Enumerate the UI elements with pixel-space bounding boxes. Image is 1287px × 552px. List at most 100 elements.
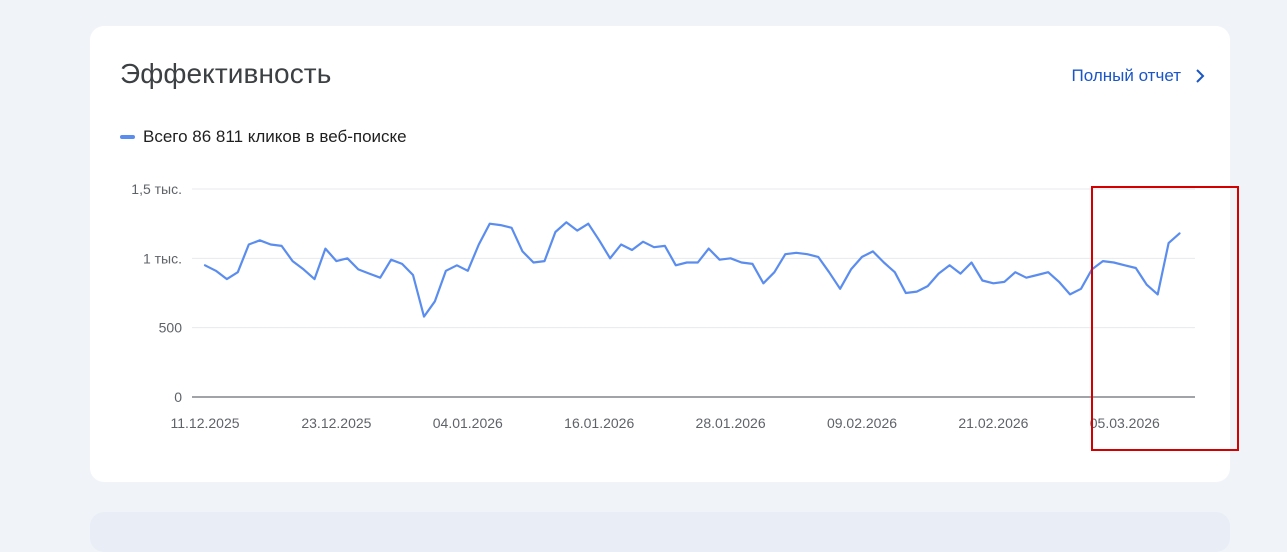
data-point: [377, 275, 383, 281]
data-point: [925, 283, 931, 289]
data-point: [706, 246, 712, 252]
data-point: [914, 289, 920, 295]
data-point: [760, 280, 766, 286]
data-point: [684, 259, 690, 265]
data-point: [585, 221, 591, 227]
y-tick-label: 500: [159, 320, 183, 336]
x-tick-label: 11.12.2025: [170, 415, 239, 431]
x-tick-label: 04.01.2026: [433, 415, 503, 431]
data-point: [344, 255, 350, 261]
data-point: [695, 259, 701, 265]
data-point: [531, 259, 537, 265]
data-point: [465, 268, 471, 274]
data-point: [771, 269, 777, 275]
data-point: [366, 271, 372, 277]
full-report-link[interactable]: Полный отчет: [1072, 66, 1205, 86]
data-point: [246, 241, 252, 247]
x-tick-label: 21.02.2026: [958, 415, 1028, 431]
data-point: [979, 278, 985, 284]
data-point: [487, 221, 493, 227]
legend-swatch: [120, 135, 135, 139]
data-point: [454, 262, 460, 268]
data-point: [990, 280, 996, 286]
data-point: [322, 246, 328, 252]
data-point: [892, 269, 898, 275]
data-point: [662, 243, 668, 249]
data-point: [213, 268, 219, 274]
data-point: [1056, 279, 1062, 285]
data-point: [739, 259, 745, 265]
clicks-chart: 0 500 1 тыс. 1,5 тыс. 11.12.2025 23.12.2025 04…: [131, 181, 1195, 431]
performance-card: [90, 26, 1230, 482]
data-point: [958, 271, 964, 277]
data-point: [947, 262, 953, 268]
data-point: [498, 222, 504, 228]
data-point: [224, 276, 230, 282]
y-tick-label: 0: [174, 389, 182, 405]
data-point: [870, 248, 876, 254]
data-point: [410, 272, 416, 278]
data-point: [574, 228, 580, 234]
data-point: [202, 262, 208, 268]
data-point: [596, 237, 602, 243]
data-point: [848, 266, 854, 272]
data-point: [421, 314, 427, 320]
data-point: [859, 254, 865, 260]
data-point: [881, 259, 887, 265]
data-point: [301, 266, 307, 272]
data-point: [355, 266, 361, 272]
data-point: [443, 268, 449, 274]
data-point: [1045, 269, 1051, 275]
data-point: [1012, 269, 1018, 275]
data-point: [640, 239, 646, 245]
data-point: [268, 241, 274, 247]
data-point: [607, 255, 613, 261]
data-point: [969, 259, 975, 265]
data-point: [388, 257, 394, 263]
data-point: [520, 248, 526, 254]
data-point: [793, 250, 799, 256]
data-point: [1078, 286, 1084, 292]
data-point: [837, 286, 843, 292]
x-tick-label: 05.03.2026: [1090, 415, 1160, 431]
data-point: [717, 257, 723, 263]
data-point: [804, 251, 810, 257]
data-point: [782, 251, 788, 257]
data-point: [290, 258, 296, 264]
data-point: [257, 237, 263, 243]
data-point: [903, 290, 909, 296]
data-point: [629, 247, 635, 253]
x-tick-label: 23.12.2025: [301, 415, 371, 431]
data-point: [563, 219, 569, 225]
chart-grid: [192, 188, 1195, 398]
data-point: [651, 244, 657, 250]
clicks-series-line: [203, 221, 1181, 318]
data-point: [235, 269, 241, 275]
chevron-right-icon: [1195, 68, 1205, 84]
chart-axes: 0 500 1 тыс. 1,5 тыс. 11.12.2025 23.12.2025 04…: [131, 181, 1160, 431]
data-point: [618, 241, 624, 247]
data-point: [541, 258, 547, 264]
chart-legend[interactable]: Всего 86 811 кликов в веб-поиске: [120, 127, 407, 147]
data-point: [728, 255, 734, 261]
highlight-box: [1091, 186, 1239, 451]
data-point: [815, 254, 821, 260]
data-point: [1023, 275, 1029, 281]
data-point: [1067, 291, 1073, 297]
y-tick-label: 1 тыс.: [143, 250, 182, 266]
y-tick-label: 1,5 тыс.: [131, 181, 182, 197]
data-point: [432, 298, 438, 304]
data-point: [936, 271, 942, 277]
data-point: [1034, 272, 1040, 278]
data-point: [552, 229, 558, 235]
data-point: [750, 261, 756, 267]
card-title: Эффективность: [120, 58, 332, 89]
x-tick-label: 16.01.2026: [564, 415, 634, 431]
legend-label: Всего 86 811 кликов в веб-поиске: [143, 127, 407, 146]
data-point: [673, 262, 679, 268]
data-point: [312, 276, 318, 282]
x-tick-label: 28.01.2026: [696, 415, 766, 431]
chart-series: [202, 219, 1181, 320]
full-report-label: Полный отчет: [1071, 66, 1181, 85]
data-point: [399, 261, 405, 267]
